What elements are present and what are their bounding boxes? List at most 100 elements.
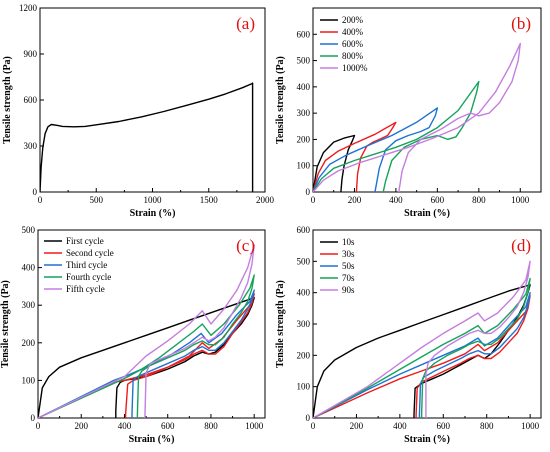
legend-entry: 200% — [342, 15, 364, 25]
panel-label: (c) — [236, 236, 255, 255]
x-tick-label: 800 — [480, 421, 494, 431]
y-tick-label: 500 — [297, 256, 311, 266]
series-line-800- — [313, 80, 480, 192]
y-tick-label: 300 — [297, 319, 311, 329]
legend-entry: 800% — [342, 51, 364, 61]
x-tick-label: 1000 — [521, 421, 540, 431]
x-tick-label: 200 — [350, 421, 364, 431]
legend-entry: 50s — [342, 261, 355, 271]
y-tick-label: 200 — [22, 338, 36, 348]
x-axis-label: Strain (%) — [404, 208, 450, 219]
legend-entry: 30s — [342, 249, 355, 259]
x-tick-label: 400 — [389, 195, 403, 205]
y-tick-label: 1200 — [19, 3, 38, 13]
y-tick-label: 100 — [297, 161, 311, 171]
series-line-second-cycle — [38, 293, 255, 418]
legend-entry: 10s — [342, 237, 355, 247]
legend-entry: 1000% — [342, 63, 368, 73]
x-tick-label: 0 — [36, 421, 41, 431]
legend-entry: Second cycle — [66, 248, 114, 258]
panel-label: (a) — [236, 14, 255, 33]
x-tick-label: 0 — [38, 195, 43, 205]
x-axis-label: Strain (%) — [130, 208, 176, 219]
series-line-30s — [313, 295, 531, 418]
y-tick-label: 400 — [297, 82, 311, 92]
series-line-600- — [313, 107, 439, 192]
y-tick-label: 200 — [297, 350, 311, 360]
series-line-first-cycle — [38, 297, 255, 418]
legend: 10s 30s 50s 70s 90s — [320, 237, 355, 295]
y-axis-label: Tensile strength (Pa) — [2, 56, 13, 144]
series-line-400- — [313, 121, 397, 192]
legend-entry: Third cycle — [66, 260, 107, 270]
x-tick-label: 600 — [161, 421, 175, 431]
legend: First cycle Second cycle Third cycle Fourth… — [44, 236, 114, 294]
legend-entry: 400% — [342, 27, 364, 37]
y-tick-label: 300 — [22, 300, 36, 310]
y-tick-label: 0 — [306, 413, 311, 423]
x-tick-label: 1000 — [144, 195, 163, 205]
y-tick-label: 300 — [297, 108, 311, 118]
series-line-200- — [313, 134, 356, 192]
x-tick-label: 1000 — [245, 421, 264, 431]
series-line-fourth-cycle — [38, 274, 255, 418]
y-tick-label: 900 — [24, 49, 38, 59]
x-tick-label: 600 — [437, 421, 451, 431]
legend-entry: 70s — [342, 273, 355, 283]
series-line-1000- — [313, 42, 521, 192]
x-tick-label: 500 — [90, 195, 104, 205]
legend-entry: 600% — [342, 39, 364, 49]
y-tick-label: 100 — [22, 375, 36, 385]
y-tick-label: 300 — [24, 141, 38, 151]
y-tick-label: 500 — [297, 56, 311, 66]
y-tick-label: 100 — [297, 382, 311, 392]
legend-entry: 90s — [342, 285, 355, 295]
y-tick-label: 0 — [306, 187, 311, 197]
legend-entry: Fifth cycle — [66, 284, 105, 294]
chart-panel-1: 0 500 1000 1500 2000 0 300 600 900 1200 Strain (%)… — [2, 3, 275, 219]
y-tick-label: 0 — [33, 187, 38, 197]
series-line-50s — [313, 292, 531, 418]
panel-label: (d) — [511, 236, 531, 255]
series-line-70s — [313, 277, 531, 418]
x-tick-label: 800 — [472, 195, 486, 205]
y-tick-label: 400 — [22, 263, 36, 273]
x-tick-label: 1000 — [511, 195, 530, 205]
y-tick-label: 200 — [297, 134, 311, 144]
y-axis-label: Tensile strength (Pa) — [275, 280, 286, 368]
x-tick-label: 400 — [393, 421, 407, 431]
chart-panel-4: 0 200 400 600 800 1000 0 100 200 300 400 500 600 Stra… — [275, 225, 542, 445]
legend-entry: First cycle — [66, 236, 104, 246]
x-tick-label: 1500 — [200, 195, 219, 205]
series-line-90s — [313, 260, 531, 418]
x-tick-label: 0 — [311, 195, 316, 205]
y-tick-label: 400 — [297, 288, 311, 298]
x-tick-label: 800 — [204, 421, 218, 431]
y-axis-label: Tensile strength (Pa) — [0, 280, 11, 368]
y-axis-label: Tensile strength (Pa) — [275, 56, 286, 144]
x-tick-label: 2000 — [256, 195, 275, 205]
series-line-third-cycle — [38, 289, 255, 418]
y-tick-label: 0 — [31, 413, 36, 423]
plot-frame — [39, 7, 266, 193]
y-tick-label: 600 — [297, 225, 311, 235]
legend-entry: Fourth cycle — [66, 272, 111, 282]
plot-frame — [37, 229, 266, 419]
series-line-panel-1 — [40, 82, 254, 192]
x-tick-label: 600 — [431, 195, 445, 205]
chart-panel-2: 0 200 400 600 800 1000 0 100 200 300 400 500 600 Stra… — [275, 7, 542, 219]
x-axis-label: Strain (%) — [404, 434, 450, 445]
series-line-fifth-cycle — [38, 244, 255, 418]
x-axis-label: Strain (%) — [129, 434, 175, 445]
y-tick-label: 500 — [22, 225, 36, 235]
panel-label: (b) — [511, 14, 531, 33]
x-tick-label: 200 — [348, 195, 362, 205]
x-tick-label: 400 — [118, 421, 132, 431]
y-tick-label: 600 — [24, 95, 38, 105]
plot-frame — [312, 7, 542, 193]
x-tick-label: 0 — [311, 421, 316, 431]
series-line-10s — [313, 284, 531, 418]
y-tick-label: 600 — [297, 29, 311, 39]
legend: 200% 400% 600% 800% 1000% — [320, 15, 368, 73]
